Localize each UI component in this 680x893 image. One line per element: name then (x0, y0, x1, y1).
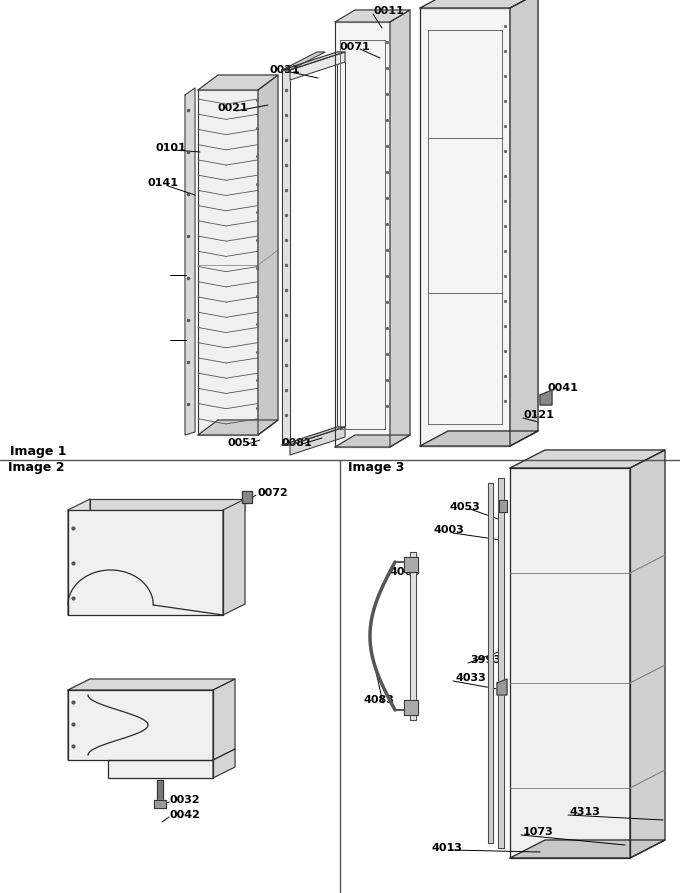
Polygon shape (410, 552, 416, 720)
Text: 3993: 3993 (470, 655, 501, 665)
Text: 4313: 4313 (570, 807, 601, 817)
Polygon shape (290, 52, 345, 80)
Polygon shape (540, 390, 552, 405)
Text: 4013: 4013 (432, 843, 463, 853)
Polygon shape (68, 499, 90, 615)
Polygon shape (497, 679, 507, 695)
Text: 0071: 0071 (340, 42, 371, 52)
Text: 0031: 0031 (270, 65, 301, 75)
Polygon shape (68, 679, 90, 760)
Polygon shape (108, 760, 213, 778)
Text: 4053: 4053 (450, 502, 481, 512)
Polygon shape (213, 679, 235, 760)
Polygon shape (213, 749, 235, 778)
Polygon shape (282, 70, 290, 445)
Text: 4063: 4063 (390, 567, 421, 577)
Text: 0051: 0051 (228, 438, 258, 448)
Text: 4003: 4003 (434, 525, 464, 535)
Polygon shape (198, 420, 278, 435)
Text: 0141: 0141 (148, 178, 179, 188)
Text: 1073: 1073 (523, 827, 554, 837)
Text: Image 1: Image 1 (10, 446, 67, 458)
Polygon shape (499, 500, 507, 512)
Text: 4033: 4033 (455, 673, 486, 683)
Polygon shape (157, 780, 163, 800)
Polygon shape (498, 478, 504, 848)
Text: 0011: 0011 (373, 6, 404, 16)
Polygon shape (404, 557, 418, 572)
Text: 0041: 0041 (548, 383, 579, 393)
Polygon shape (282, 427, 345, 445)
Polygon shape (510, 450, 665, 468)
Polygon shape (488, 483, 493, 843)
Polygon shape (420, 431, 538, 446)
Polygon shape (404, 700, 418, 715)
Polygon shape (420, 8, 510, 446)
Polygon shape (198, 90, 258, 435)
Polygon shape (510, 840, 665, 858)
Text: Image 2: Image 2 (8, 462, 65, 474)
Text: 4083: 4083 (363, 695, 394, 705)
Text: 0101: 0101 (155, 143, 186, 153)
Polygon shape (68, 679, 235, 690)
Polygon shape (510, 468, 630, 858)
Text: Image 3: Image 3 (348, 462, 405, 474)
Polygon shape (68, 690, 213, 760)
Text: 0121: 0121 (524, 410, 555, 420)
Polygon shape (198, 75, 278, 90)
Polygon shape (290, 427, 345, 455)
Polygon shape (68, 510, 223, 615)
Polygon shape (90, 499, 245, 510)
Polygon shape (242, 491, 252, 503)
Polygon shape (154, 800, 166, 808)
Polygon shape (185, 88, 195, 435)
Polygon shape (420, 0, 538, 8)
Polygon shape (390, 10, 410, 447)
Text: 0072: 0072 (257, 488, 288, 498)
Polygon shape (510, 0, 538, 446)
Polygon shape (630, 450, 665, 858)
Text: 0021: 0021 (218, 103, 249, 113)
Text: 0032: 0032 (170, 795, 201, 805)
Polygon shape (223, 499, 245, 615)
Polygon shape (282, 52, 325, 70)
Polygon shape (335, 435, 410, 447)
Polygon shape (335, 10, 410, 22)
Polygon shape (337, 52, 345, 427)
Text: 0081: 0081 (282, 438, 313, 448)
Text: 0042: 0042 (170, 810, 201, 820)
Polygon shape (335, 22, 390, 447)
Polygon shape (282, 52, 345, 70)
Polygon shape (258, 75, 278, 435)
